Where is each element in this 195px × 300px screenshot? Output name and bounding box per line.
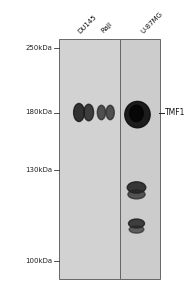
Text: 130kDa: 130kDa [25, 167, 52, 172]
Ellipse shape [130, 105, 143, 122]
Text: 250kDa: 250kDa [25, 45, 52, 51]
Ellipse shape [106, 105, 114, 120]
Text: 180kDa: 180kDa [25, 110, 52, 116]
Text: DU145: DU145 [77, 14, 98, 34]
Text: Raji: Raji [100, 21, 114, 34]
Ellipse shape [127, 182, 146, 193]
Bar [58, 39, 120, 279]
Ellipse shape [84, 104, 94, 121]
Ellipse shape [128, 190, 145, 199]
Ellipse shape [129, 226, 144, 233]
Ellipse shape [74, 103, 84, 122]
Text: TMF1: TMF1 [165, 108, 185, 117]
Ellipse shape [125, 101, 150, 128]
Ellipse shape [129, 219, 144, 228]
Bar [120, 39, 160, 279]
Ellipse shape [97, 105, 105, 120]
Text: 100kDa: 100kDa [25, 258, 52, 264]
Text: U-87MG: U-87MG [139, 11, 163, 34]
